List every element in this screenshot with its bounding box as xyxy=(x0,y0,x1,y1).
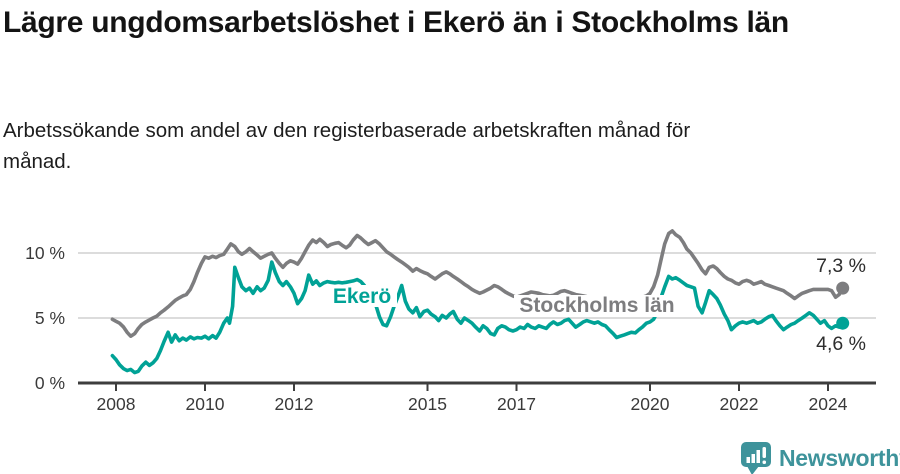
x-tick-label-2015: 2015 xyxy=(408,394,447,414)
series-label-stockholm: Stockholms län xyxy=(519,294,674,317)
x-tick-label-2020: 2020 xyxy=(631,394,670,414)
end-value-label-stockholm: 7,3 % xyxy=(816,255,866,277)
axes: 0 % 5 % 10 % 2008 2010 2012 2015 2017 2020 2022 20… xyxy=(25,243,876,414)
x-tick-label-2024: 2024 xyxy=(809,394,848,414)
page-title: Lägre ungdomsarbetslöshet i Ekerö än i S… xyxy=(3,6,789,39)
series-lines xyxy=(110,229,850,375)
chart-labels: Ekerö Stockholms län 7,3 % 4,6 % xyxy=(327,255,866,355)
x-tick-label-2017: 2017 xyxy=(497,394,536,414)
x-tick-label-2008: 2008 xyxy=(97,394,136,414)
page-subtitle: Arbetssökande som andel av den registerb… xyxy=(3,119,691,173)
x-tick-label-2010: 2010 xyxy=(186,394,225,414)
end-value-label-ekero: 4,6 % xyxy=(816,333,866,355)
y-tick-label-10: 10 % xyxy=(25,243,65,263)
newsworthy-logo: Newsworthy xyxy=(741,442,900,474)
newsworthy-wordmark: Newsworthy xyxy=(779,445,900,471)
series-label-ekero: Ekerö xyxy=(333,285,391,308)
gridlines xyxy=(78,252,876,319)
series-end-dot-Ekerö xyxy=(836,316,850,330)
stockholm-label-halo xyxy=(514,295,681,317)
ekero-label-halo xyxy=(327,285,397,307)
x-tick-label-2012: 2012 xyxy=(275,394,314,414)
y-tick-label-5: 5 % xyxy=(35,308,65,328)
bar-chart-speech-bubble-icon xyxy=(741,442,771,474)
series-end-dot-Stockholms län xyxy=(836,281,850,295)
y-tick-label-0: 0 % xyxy=(35,373,65,393)
series-line-Stockholms län xyxy=(110,229,845,339)
x-tick-label-2022: 2022 xyxy=(720,394,759,414)
series-line-Ekerö xyxy=(110,260,845,375)
